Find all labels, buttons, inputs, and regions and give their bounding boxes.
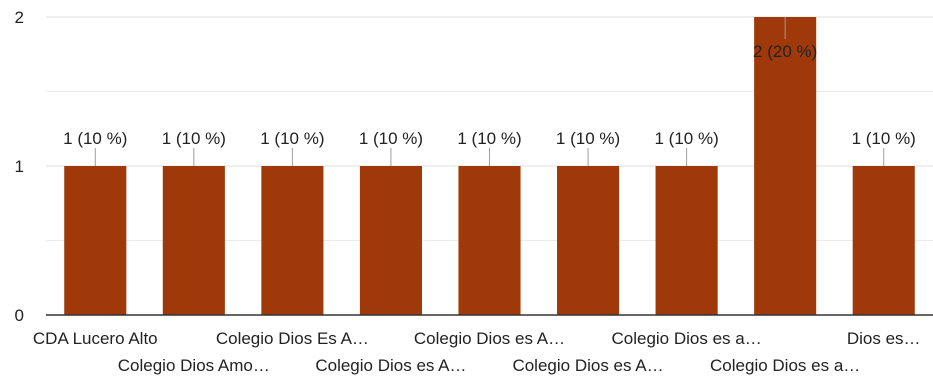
bar (852, 166, 915, 315)
data-label: 1 (10 %) (162, 129, 226, 148)
bar (64, 166, 127, 315)
y-tick-label: 1 (15, 157, 24, 176)
data-label: 1 (10 %) (457, 129, 521, 148)
bar (754, 17, 817, 315)
data-label: 1 (10 %) (852, 129, 916, 148)
bar (162, 166, 225, 315)
x-category-label: Colegio Dios es a… (710, 356, 860, 375)
x-category-label: Colegio Dios es a… (611, 329, 761, 348)
data-label: 1 (10 %) (260, 129, 324, 148)
x-axis-labels: CDA Lucero Alto Colegio Dios Amo… Colegio … (33, 329, 921, 375)
bar (458, 166, 521, 315)
y-tick-label: 2 (15, 8, 24, 27)
data-label: 1 (10 %) (556, 129, 620, 148)
x-category-label: CDA Lucero Alto (33, 329, 158, 348)
bar (359, 166, 422, 315)
y-axis-ticks: 0 1 2 (15, 8, 24, 325)
bar (557, 166, 620, 315)
bars (64, 17, 915, 315)
data-label: 1 (10 %) (654, 129, 718, 148)
data-label: 1 (10 %) (63, 129, 127, 148)
x-category-label: Colegio Dios Es A… (216, 329, 369, 348)
data-label: 2 (20 %) (753, 42, 817, 61)
x-category-label: Colegio Dios Amo… (118, 356, 270, 375)
y-tick-label: 0 (15, 306, 24, 325)
data-label: 1 (10 %) (359, 129, 423, 148)
x-category-label: Dios es… (847, 329, 921, 348)
bar (655, 166, 718, 315)
data-labels: 1 (10 %) 1 (10 %) 1 (10 %) 1 (10 %) 1 (10 %)… (63, 17, 916, 166)
x-category-label: Colegio Dios es A… (414, 329, 565, 348)
x-category-label: Colegio Dios es A… (512, 356, 663, 375)
x-category-label: Colegio Dios es A… (315, 356, 466, 375)
bar (261, 166, 324, 315)
